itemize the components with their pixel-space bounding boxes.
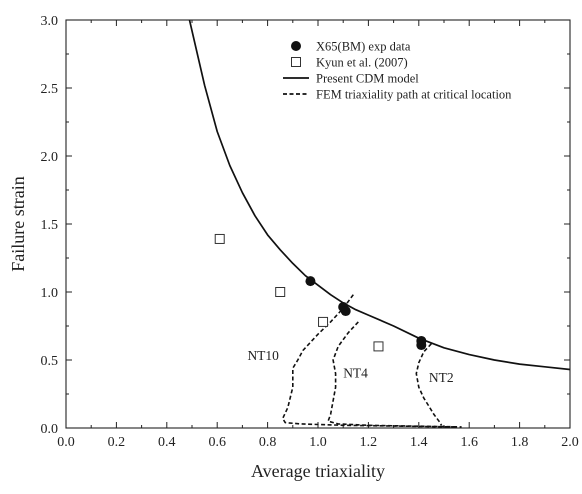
legend-label: X65(BM) exp data bbox=[316, 40, 411, 54]
x-tick-label: 1.6 bbox=[460, 435, 478, 450]
legend-label: Present CDM model bbox=[316, 72, 419, 86]
legend-label: Kyun et al. (2007) bbox=[316, 56, 408, 70]
y-tick-label: 1.5 bbox=[41, 218, 59, 233]
x-tick-label: 1.0 bbox=[309, 435, 327, 450]
series-line-nt2 bbox=[415, 343, 443, 426]
series-line-present-cdm-model bbox=[188, 20, 570, 371]
x-tick-label: 0.4 bbox=[158, 435, 176, 450]
y-tick-label: 2.0 bbox=[41, 150, 59, 165]
x-axis-title: Average triaxiality bbox=[251, 461, 385, 481]
data-point-exp bbox=[340, 306, 351, 317]
x-tick-label: 0.2 bbox=[108, 435, 126, 450]
annotation-layer: NT10 NT4 NT2 bbox=[247, 348, 453, 385]
x-tick-label: 1.2 bbox=[360, 435, 378, 450]
data-point-kyun bbox=[318, 316, 329, 327]
data-point-exp bbox=[305, 276, 316, 287]
series-layer bbox=[188, 20, 570, 428]
y-axis-ticks: 0.0 0.5 1.0 1.5 2.0 2.5 3.0 bbox=[41, 14, 570, 437]
marker-layer bbox=[214, 233, 427, 352]
series-line-nt10 bbox=[281, 294, 457, 428]
legend-label: FEM triaxiality path at critical locatio… bbox=[316, 88, 512, 102]
data-point-kyun bbox=[373, 341, 384, 352]
x-tick-label: 0.6 bbox=[208, 435, 226, 450]
x-tick-label: 0.0 bbox=[57, 435, 75, 450]
y-tick-label: 3.0 bbox=[41, 14, 59, 29]
legend: X65(BM) exp data Kyun et al. (2007) Presen… bbox=[283, 40, 512, 102]
y-axis-title: Failure strain bbox=[8, 176, 28, 271]
y-tick-label: 2.5 bbox=[41, 82, 59, 97]
x-tick-label: 2.0 bbox=[561, 435, 579, 450]
x-tick-label: 0.8 bbox=[259, 435, 277, 450]
y-tick-label: 1.0 bbox=[41, 286, 59, 301]
annotation-nt2: NT2 bbox=[429, 370, 454, 385]
annotation-nt10: NT10 bbox=[247, 348, 279, 363]
series-line-nt4 bbox=[327, 321, 462, 428]
x-tick-label: 1.4 bbox=[410, 435, 428, 450]
legend-marker-square bbox=[291, 57, 301, 67]
y-tick-label: 0.5 bbox=[41, 354, 59, 369]
x-tick-label: 1.8 bbox=[511, 435, 529, 450]
annotation-nt4: NT4 bbox=[343, 366, 368, 381]
y-tick-label: 0.0 bbox=[41, 422, 59, 437]
data-point-kyun bbox=[214, 233, 225, 244]
data-point-exp bbox=[416, 340, 427, 351]
x-axis-ticks: 0.0 0.2 0.4 0.6 0.8 1.0 1.2 1.4 1.6 1.8 2.0 bbox=[57, 20, 579, 450]
legend-marker-circle bbox=[291, 41, 301, 51]
data-point-kyun bbox=[275, 287, 286, 297]
